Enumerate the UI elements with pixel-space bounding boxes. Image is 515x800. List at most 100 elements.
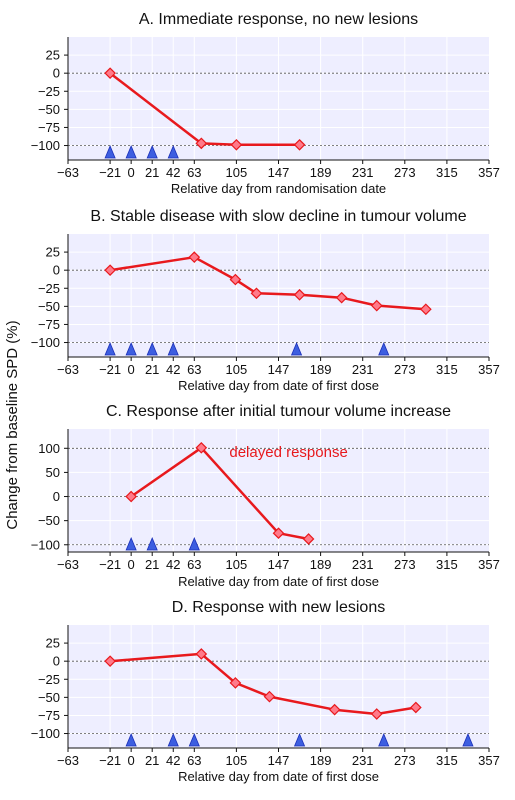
panel-a-data-point <box>293 138 306 151</box>
panel-d-y-tick-label: 25 <box>46 636 60 651</box>
panel-d-dose-marker <box>188 732 200 747</box>
panel-b-y-tick-label: −100 <box>31 335 60 350</box>
panel-b-title: B. Stable disease with slow decline in t… <box>90 208 466 225</box>
panel-b-data-point <box>188 251 201 264</box>
panel-b-x-tick-label: 21 <box>145 362 159 377</box>
panel-d-dose-marker <box>125 732 137 747</box>
panel-b-x-tick-label: 315 <box>436 362 458 377</box>
panel-c-x-tick-label: 147 <box>268 557 290 572</box>
panel-b-dose-marker <box>290 341 303 356</box>
panel-b-dose-marker <box>146 341 158 356</box>
panel-d-y-tick-label: −50 <box>38 690 60 705</box>
panel-d-data-point <box>229 677 242 689</box>
panel-d-y-tick-label: 0 <box>53 654 60 669</box>
panel-b-x-tick-label: 0 <box>128 362 135 377</box>
panel-b-dose-marker <box>378 341 390 356</box>
panel-b-x-tick-label: 147 <box>268 362 290 377</box>
panel-c-dose-marker <box>146 536 158 551</box>
panel-d-x-tick-label: 147 <box>268 753 290 768</box>
panel-c-x-tick-label: −63 <box>57 557 79 572</box>
panel-b-x-tick-label: 273 <box>394 362 416 377</box>
panel-d-x-tick-label: 189 <box>310 753 332 768</box>
panel-c-x-tick-label: 231 <box>352 557 374 572</box>
panel-c-data-point <box>195 441 208 454</box>
panel-a-dose-marker <box>146 144 158 159</box>
panel-b-x-tick-label: 42 <box>166 362 180 377</box>
panel-c-data-point <box>302 533 315 545</box>
panel-a-x-tick-label: 231 <box>352 165 374 180</box>
panel-a-y-tick-label: −75 <box>38 120 60 135</box>
panel-a-y-tick-label: −50 <box>38 102 60 117</box>
panel-a-x-tick-label: 147 <box>268 165 290 180</box>
panel-b-data-point <box>370 299 383 312</box>
panel-d: D. Response with new lesions 25 0 −25 −50 −75… <box>31 599 500 784</box>
panel-a-title: A. Immediate response, no new lesions <box>139 11 418 28</box>
shared-y-axis-label: Change from baseline SPD (%) <box>4 320 21 529</box>
panel-a-x-tick-label: −21 <box>99 165 121 180</box>
panel-c-data-point <box>125 490 137 503</box>
panel-b-y-tick-label: 25 <box>46 245 60 260</box>
panel-a: A. Immediate response, no new lesions 25 0… <box>31 11 500 196</box>
panel-c-x-tick-label: 189 <box>310 557 332 572</box>
panel-a-x-tick-label: 63 <box>187 165 201 180</box>
panel-b-data-point <box>229 273 242 286</box>
panel-b-x-tick-label: 63 <box>187 362 201 377</box>
panel-d-x-tick-label: 231 <box>352 753 374 768</box>
panel-c-x-tick-label: 63 <box>187 557 201 572</box>
panel-a-x-tick-label: 273 <box>394 165 416 180</box>
panel-c-x-tick-label: 357 <box>478 557 500 572</box>
panel-d-x-tick-label: −63 <box>57 753 79 768</box>
panel-b-x-tick-label: 231 <box>352 362 374 377</box>
panel-a-dose-marker <box>125 144 137 159</box>
panel-b-dose-marker <box>167 341 179 356</box>
panel-d-x-tick-label: 21 <box>145 753 159 768</box>
panel-d-y-tick-label: −75 <box>38 708 60 723</box>
panel-b-dose-marker <box>125 341 137 356</box>
panel-d-x-tick-label: −21 <box>99 753 121 768</box>
panel-c-y-tick-label: −100 <box>31 537 60 552</box>
panel-d-data-point <box>104 655 116 668</box>
panel-c-data-point <box>272 527 285 540</box>
panel-c-x-axis-label: Relative day from date of first dose <box>178 574 379 589</box>
panel-c-x-tick-label: −21 <box>99 557 121 572</box>
panel-a-dose-marker <box>104 144 116 159</box>
panel-b-y-tick-label: −75 <box>38 317 60 332</box>
panel-a-y-tick-label: −100 <box>31 138 60 153</box>
panel-a-x-tick-label: 315 <box>436 165 458 180</box>
panel-c-x-tick-label: 273 <box>394 557 416 572</box>
panel-c: C. Response after initial tumour volume … <box>31 403 500 589</box>
panel-a-x-tick-label: 357 <box>478 165 500 180</box>
panel-a-x-tick-label: 105 <box>226 165 248 180</box>
panel-b-x-tick-label: 357 <box>478 362 500 377</box>
panel-d-data-point <box>409 701 422 714</box>
panel-c-y-tick-label: 0 <box>53 489 60 504</box>
panel-b-y-tick-label: 0 <box>53 263 60 278</box>
panel-c-y-tick-label: 100 <box>38 441 60 456</box>
panel-d-x-tick-label: 315 <box>436 753 458 768</box>
panel-d-x-axis-label: Relative day from date of first dose <box>178 769 379 784</box>
panel-c-x-tick-label: 0 <box>128 557 135 572</box>
panel-c-y-tick-label: −50 <box>38 513 60 528</box>
panel-a-data-point <box>195 137 208 150</box>
panel-c-x-tick-label: 105 <box>226 557 248 572</box>
panel-d-x-tick-label: 105 <box>226 753 248 768</box>
panel-b-data-point <box>335 291 348 304</box>
panel-c-y-tick-label: 50 <box>46 465 60 480</box>
panel-b: B. Stable disease with slow decline in t… <box>31 208 500 393</box>
panel-c-series-line <box>130 446 309 541</box>
panel-c-dose-marker <box>188 536 200 551</box>
panel-a-data-point <box>104 67 116 80</box>
panel-b-data-point <box>104 264 116 277</box>
panel-d-dose-marker <box>293 732 306 747</box>
panel-d-x-tick-label: 357 <box>478 753 500 768</box>
panel-a-x-tick-label: 21 <box>145 165 159 180</box>
panel-d-dose-marker <box>167 732 179 747</box>
panel-c-x-tick-label: 42 <box>166 557 180 572</box>
panel-a-x-tick-label: −63 <box>57 165 79 180</box>
panel-d-data-point <box>370 708 383 720</box>
panel-b-data-point <box>420 303 432 316</box>
panel-d-x-tick-label: 273 <box>394 753 416 768</box>
panel-d-data-point <box>195 648 208 660</box>
panel-b-data-point <box>293 288 306 301</box>
